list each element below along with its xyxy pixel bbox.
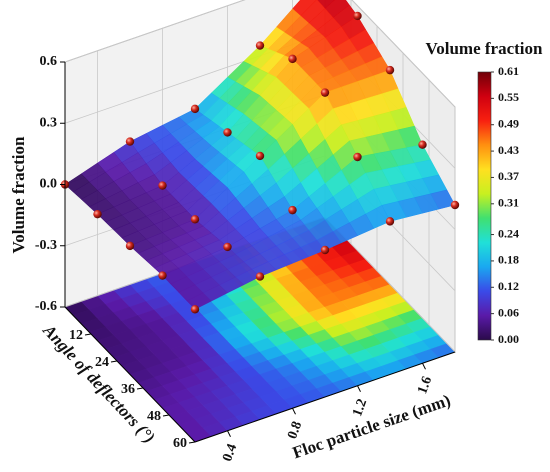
x-tick-label: 0.8 — [285, 420, 305, 442]
data-point — [190, 305, 200, 314]
colorbar-tick-label: 0.49 — [498, 116, 519, 130]
x-tick — [422, 363, 426, 370]
y-tick — [84, 333, 92, 336]
data-point — [255, 151, 265, 161]
data-point — [93, 209, 102, 219]
y-tick — [110, 360, 118, 363]
y-tick — [136, 387, 144, 390]
data-point — [353, 152, 362, 162]
z-tick-label: 0.0 — [40, 177, 58, 192]
data-point — [255, 272, 265, 281]
colorbar-tick-label: 0.06 — [498, 305, 519, 319]
colorbar-tick-label: 0.37 — [498, 169, 519, 183]
colorbar-tick-label: 0.18 — [498, 253, 519, 267]
colorbar-tick-label: 0.31 — [498, 196, 519, 210]
data-point — [450, 200, 460, 210]
colorbar — [477, 71, 492, 341]
data-point — [255, 41, 265, 50]
data-point — [385, 217, 395, 226]
colorbar-tick-label: 0.55 — [498, 90, 519, 104]
z-tick-label: 0.3 — [40, 115, 58, 130]
points — [60, 11, 460, 314]
x-tick-label: 1.2 — [350, 397, 370, 419]
x-tick-label: 0.4 — [220, 442, 240, 464]
data-point — [320, 88, 330, 97]
y-tick-label: 48 — [147, 409, 161, 424]
data-point — [125, 241, 135, 251]
data-point — [320, 245, 330, 255]
colorbar-tick-label: 0.12 — [498, 279, 519, 293]
x-axis-line — [194, 351, 456, 443]
data-point — [158, 181, 167, 190]
z-tick-label: 0.6 — [40, 54, 58, 69]
colorbar-tick-label: 0.24 — [498, 226, 519, 240]
data-point — [223, 128, 232, 137]
x-axis-title: Floc particle size (mm) — [290, 391, 453, 463]
y-tick-label: 60 — [173, 436, 187, 451]
y-tick-label: 24 — [95, 355, 109, 370]
colorbar-title: Volume fraction — [426, 39, 543, 58]
x-tick-label: 1.6 — [415, 375, 435, 397]
data-point — [288, 54, 297, 64]
data-point — [158, 271, 167, 280]
surface — [64, 0, 456, 310]
x-tick — [227, 430, 231, 437]
x-tick — [357, 385, 361, 392]
z-axis-title: Volume fraction — [9, 136, 28, 253]
z-tick-label: -0.6 — [35, 299, 57, 314]
data-point — [353, 11, 362, 21]
data-point — [223, 242, 232, 252]
z-tick-label: -0.3 — [35, 238, 57, 253]
y-tick-label: 12 — [69, 328, 83, 343]
y-tick — [162, 414, 170, 417]
y-axis-line — [64, 306, 196, 443]
data-point — [385, 65, 395, 75]
data-point — [288, 205, 297, 215]
z-grid-line — [64, 0, 456, 108]
labels: 0.6 0.3 0.0 -0.3 -0.6 0.4 0.8 1.2 1.6 12 24 36 48 60 — [35, 54, 456, 464]
y-tick — [188, 441, 196, 444]
data-point — [125, 137, 135, 146]
data-point — [190, 104, 200, 114]
data-point — [418, 140, 427, 149]
data-point — [190, 215, 200, 224]
y-tick-label: 36 — [121, 382, 135, 397]
colorbar-tick-label: 0.61 — [498, 64, 519, 78]
x-tick — [292, 408, 296, 415]
colorbar-tick-label: 0.00 — [498, 332, 519, 346]
colorbar-tick-label: 0.43 — [498, 143, 519, 157]
